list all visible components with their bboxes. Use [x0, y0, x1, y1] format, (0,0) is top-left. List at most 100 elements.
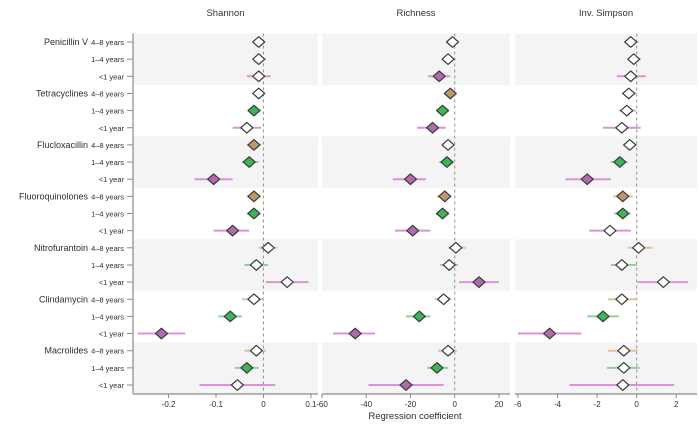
age-group-label: <1 year [99, 278, 125, 287]
estimate-diamond [240, 121, 254, 134]
estimate-diamond [247, 293, 261, 306]
estimate-diamond [249, 259, 263, 271]
estimate-diamond [442, 259, 456, 271]
estimate-diamond [230, 379, 244, 391]
estimate-diamond [624, 70, 638, 83]
age-group-label: 1–4 years [91, 364, 124, 373]
estimate-diamond [543, 327, 557, 340]
age-group-label: 1–4 years [91, 261, 124, 270]
age-group-label: <1 year [99, 175, 125, 184]
panel-title-inv-simpson: Inv. Simpson [578, 8, 634, 19]
estimate-diamond [445, 36, 460, 48]
antibiotic-group-label: Tetracyclines [36, 88, 89, 98]
estimate-diamond [252, 87, 266, 100]
estimate-diamond [615, 293, 629, 306]
estimate-diamond [616, 379, 630, 391]
x-tick-label: -4 [554, 400, 562, 409]
estimate-diamond [441, 139, 455, 151]
estimate-diamond [432, 70, 446, 83]
antibiotic-group-label: Nitrofurantoin [34, 243, 88, 253]
x-tick-label: -0.1 [209, 400, 223, 409]
estimate-diamond [596, 310, 610, 323]
estimate-diamond [406, 224, 420, 237]
estimate-diamond [247, 207, 261, 220]
estimate-diamond [252, 53, 266, 66]
estimate-diamond [440, 156, 454, 168]
x-tick-label: 0.1 [305, 400, 317, 409]
age-group-label: 1–4 years [91, 312, 124, 321]
estimate-diamond [435, 104, 450, 117]
estimate-diamond [425, 121, 440, 134]
antibiotic-group-label: Penicillin V [44, 37, 88, 47]
estimate-diamond [449, 241, 463, 254]
estimate-diamond [261, 241, 275, 254]
estimate-diamond [240, 361, 254, 374]
x-tick-label: -6 [514, 400, 522, 409]
estimate-diamond [622, 87, 636, 100]
antibiotic-group-label: Flucloxacillin [37, 140, 88, 150]
estimate-diamond [603, 224, 617, 237]
age-group-label: <1 year [99, 330, 125, 339]
estimate-diamond [620, 104, 634, 117]
x-tick-label: 0 [634, 400, 639, 409]
estimate-diamond [656, 276, 670, 288]
age-group-label: 4–8 years [91, 347, 124, 356]
estimate-diamond [247, 190, 261, 203]
estimate-diamond [399, 379, 413, 391]
estimate-diamond [624, 36, 638, 48]
age-group-label: 4–8 years [91, 38, 124, 47]
estimate-diamond [441, 53, 455, 66]
x-tick-label: 0 [452, 400, 457, 409]
estimate-diamond [207, 173, 221, 186]
group-band [515, 33, 697, 85]
estimate-diamond [247, 104, 261, 117]
estimate-diamond [623, 139, 637, 151]
estimate-diamond [154, 327, 169, 340]
estimate-diamond [616, 207, 630, 220]
x-tick-label: -2 [594, 400, 602, 409]
estimate-diamond [247, 139, 261, 151]
estimate-diamond [430, 361, 444, 374]
estimate-diamond [632, 241, 646, 254]
estimate-diamond [280, 276, 294, 288]
estimate-diamond [249, 344, 263, 357]
age-group-label: <1 year [99, 72, 125, 81]
estimate-diamond [223, 310, 237, 323]
estimate-diamond [472, 276, 486, 288]
estimate-diamond [617, 361, 631, 374]
x-tick-label: -20 [405, 400, 417, 409]
group-band [133, 33, 318, 85]
estimate-diamond [627, 53, 641, 66]
estimate-diamond [242, 156, 256, 168]
estimate-diamond [615, 121, 629, 134]
age-group-label: 1–4 years [91, 210, 124, 219]
estimate-diamond [441, 344, 455, 357]
panel-title-shannon: Shannon [206, 8, 245, 19]
estimate-diamond [403, 173, 418, 186]
estimate-diamond [348, 327, 362, 340]
age-group-label: 4–8 years [91, 244, 124, 253]
age-group-label: 1–4 years [91, 158, 124, 167]
estimate-diamond [580, 173, 594, 186]
panel-title-richness: Richness [396, 8, 436, 19]
estimate-diamond [616, 190, 630, 203]
x-tick-label: -40 [360, 400, 372, 409]
x-tick-label: 0 [261, 400, 266, 409]
age-group-label: 4–8 years [91, 192, 124, 201]
age-group-label: 4–8 years [91, 295, 124, 304]
age-group-label: 4–8 years [91, 141, 124, 150]
estimate-diamond [252, 70, 266, 83]
x-tick-label: -0.2 [162, 400, 176, 409]
x-tick-label: 20 [494, 400, 503, 409]
age-group-label: <1 year [99, 227, 125, 236]
antibiotic-group-label: Fluoroquinolones [19, 191, 89, 201]
x-tick-label: 2 [674, 400, 679, 409]
age-group-label: <1 year [99, 381, 125, 390]
x-axis-label: Regression coefficient [368, 411, 462, 422]
x-tick-label: -60 [316, 400, 328, 409]
estimate-diamond [437, 293, 451, 306]
estimate-diamond [226, 224, 240, 237]
antibiotic-group-label: Macrolides [44, 346, 88, 356]
estimate-diamond [613, 156, 627, 168]
